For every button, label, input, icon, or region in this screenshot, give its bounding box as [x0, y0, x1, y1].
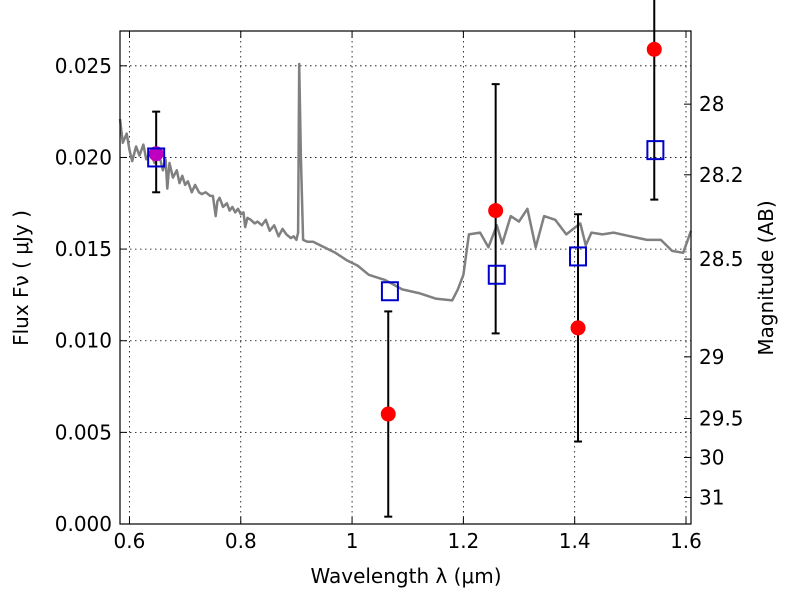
x-tick-label: 0.6: [114, 529, 146, 553]
model-photometry-square: [487, 264, 506, 285]
y-tick-label: 0.010: [55, 329, 112, 353]
x-axis-label-text: Wavelength λ (μm): [310, 564, 501, 588]
y-tick-label: 0.020: [55, 145, 112, 169]
data-markers: [147, 41, 665, 422]
model-photometry-square: [569, 246, 588, 267]
spectrum-line-layer: [118, 62, 693, 302]
error-bars: [152, 0, 659, 518]
y-tick-labels: 0.000 0.005 0.010 0.015 0.020 0.025: [55, 54, 112, 536]
x-tick-label: 0.8: [225, 529, 257, 553]
tick-marks: [120, 31, 691, 525]
y2-tick-label: 29: [699, 345, 724, 369]
y2-tick-label: 31: [699, 486, 724, 510]
y-axis-label-text: Flux Fν ( μJy ): [9, 210, 33, 346]
model-spectrum-line: [118, 62, 693, 302]
y2-tick-label: 28.2: [699, 163, 744, 187]
data-point: [570, 320, 586, 336]
y2-tick-label: 29.5: [699, 407, 744, 431]
y-tick-label: 0.015: [55, 237, 112, 261]
x-axis-label: Wavelength λ (μm): [310, 564, 501, 588]
data-point: [646, 41, 662, 57]
y2-tick-label: 30: [699, 445, 724, 469]
y-axis-label: Flux Fν ( μJy ): [9, 210, 33, 346]
y-tick-label: 0.005: [55, 420, 112, 444]
x-tick-label: 1.4: [559, 529, 591, 553]
y2-tick-labels: 28 28.2 28.5 29 29.5 30 31: [699, 92, 744, 509]
y-tick-label: 0.025: [55, 54, 112, 78]
data-point: [380, 406, 396, 422]
x-tick-label: 1.6: [670, 529, 702, 553]
y-tick-label: 0.000: [55, 512, 112, 536]
y2-axis-label: Magnitude (AB): [754, 200, 778, 355]
y2-tick-label: 28: [699, 92, 724, 116]
y2-tick-label: 28.5: [699, 247, 744, 271]
grid-lines: [120, 31, 691, 525]
plot-frame: [119, 30, 692, 525]
model-photometry-square: [147, 147, 166, 168]
model-photometry-square: [646, 140, 665, 161]
data-point: [488, 203, 504, 219]
x-tick-label: 1: [346, 529, 359, 553]
x-tick-labels: 0.6 0.8 1 1.2 1.4 1.6: [114, 529, 702, 553]
x-tick-label: 1.2: [447, 529, 479, 553]
y2-axis-label-text: Magnitude (AB): [754, 200, 778, 355]
model-photometry-square: [380, 281, 399, 302]
